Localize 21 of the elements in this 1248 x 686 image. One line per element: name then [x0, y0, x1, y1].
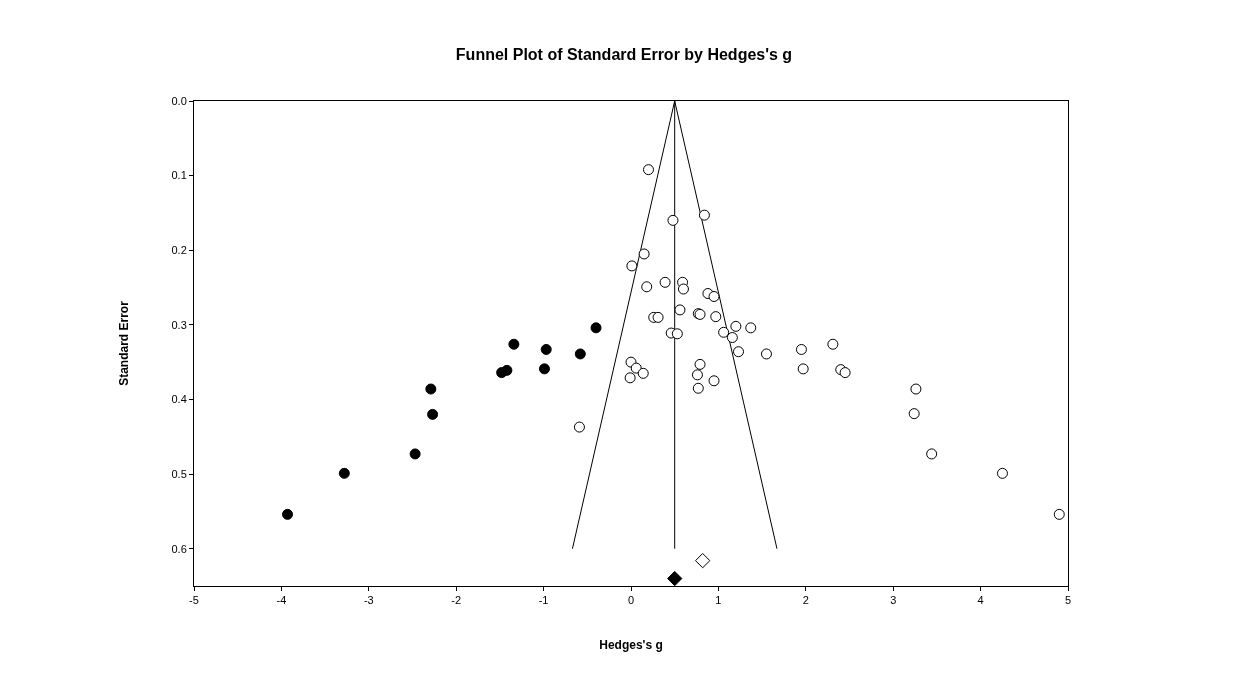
y-tick-label: 0.3	[171, 318, 187, 331]
y-tick-label: 0.5	[171, 467, 187, 480]
x-tick-label: 2	[802, 594, 809, 607]
x-tick-label: -1	[538, 594, 549, 607]
x-tick-label: -3	[363, 594, 374, 607]
x-axis-title: Hedges's g	[599, 638, 663, 653]
y-tick-label: 0.2	[171, 244, 187, 257]
y-tick-label: 0.6	[171, 542, 187, 555]
y-tick-label: 0.0	[171, 94, 187, 107]
y-tick-label: 0.4	[171, 393, 187, 406]
x-tick-label: 5	[1064, 594, 1072, 607]
y-axis-title: Standard Error	[116, 300, 131, 386]
x-tick-label: -2	[451, 594, 462, 607]
x-tick-label: 0	[627, 594, 635, 607]
x-tick-label: 4	[977, 594, 984, 607]
y-tick-label: 0.1	[171, 169, 187, 182]
x-tick-label: -4	[276, 594, 287, 607]
x-tick-label: 3	[890, 594, 897, 607]
chart-title: Funnel Plot of Standard Error by Hedges's g	[455, 46, 793, 64]
x-tick-label: 1	[715, 594, 722, 607]
x-tick-label: -5	[189, 594, 199, 607]
